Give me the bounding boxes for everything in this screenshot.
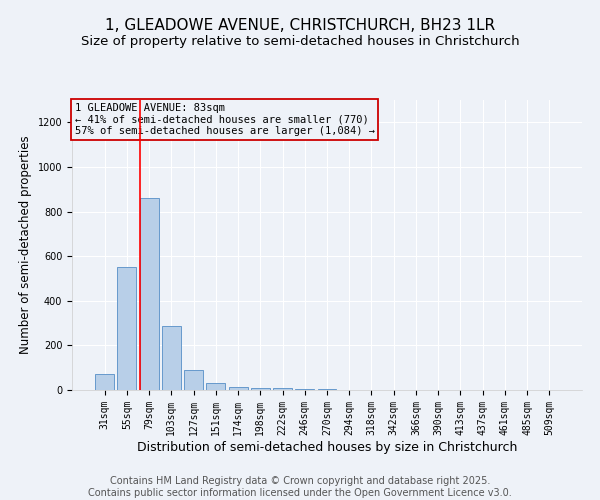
Bar [251, 388, 270, 390]
Bar [229, 386, 248, 390]
X-axis label: Distribution of semi-detached houses by size in Christchurch: Distribution of semi-detached houses by … [137, 440, 517, 454]
Bar [140, 198, 158, 390]
Bar [118, 268, 136, 390]
Bar [295, 389, 314, 390]
Text: Size of property relative to semi-detached houses in Christchurch: Size of property relative to semi-detach… [80, 35, 520, 48]
Bar [273, 388, 292, 390]
Text: 1, GLEADOWE AVENUE, CHRISTCHURCH, BH23 1LR: 1, GLEADOWE AVENUE, CHRISTCHURCH, BH23 1… [105, 18, 495, 32]
Text: 1 GLEADOWE AVENUE: 83sqm
← 41% of semi-detached houses are smaller (770)
57% of : 1 GLEADOWE AVENUE: 83sqm ← 41% of semi-d… [74, 103, 374, 136]
Text: Contains HM Land Registry data © Crown copyright and database right 2025.
Contai: Contains HM Land Registry data © Crown c… [88, 476, 512, 498]
Y-axis label: Number of semi-detached properties: Number of semi-detached properties [19, 136, 32, 354]
Bar [162, 326, 181, 390]
Bar [206, 384, 225, 390]
Bar [95, 374, 114, 390]
Bar [317, 389, 337, 390]
Bar [184, 370, 203, 390]
